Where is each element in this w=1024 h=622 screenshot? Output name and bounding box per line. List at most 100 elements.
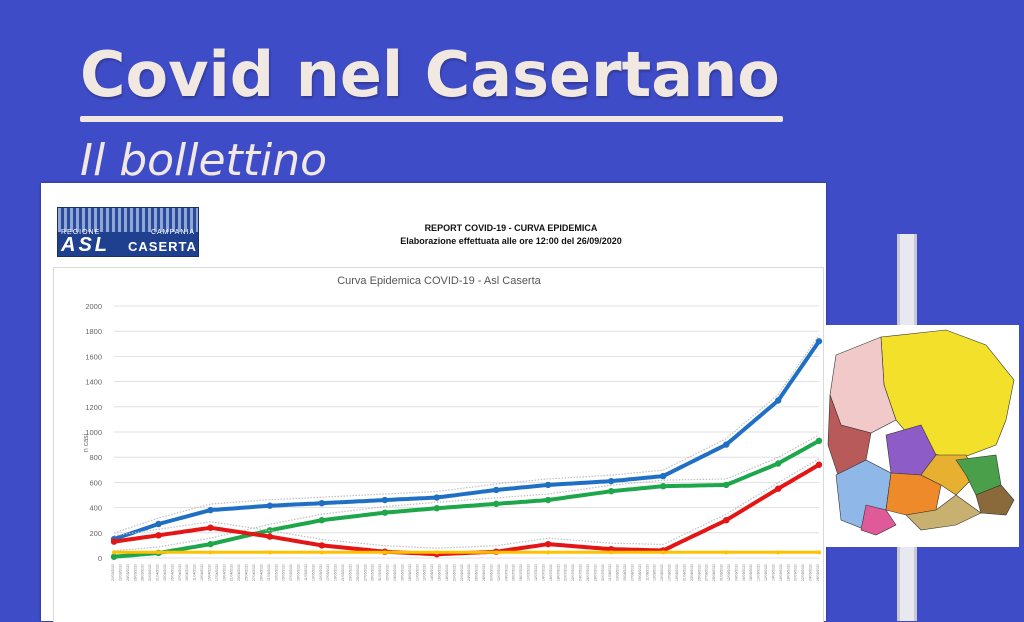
x-tick-label: 06/09/2020	[742, 564, 746, 581]
x-tick-label: 22/09/2020	[801, 564, 805, 581]
y-tick-label: 400	[89, 504, 102, 513]
y-tick-label: 1000	[85, 428, 102, 437]
series-2-point	[207, 524, 214, 531]
series-2-point	[815, 461, 823, 468]
x-tick-label: 27/04/2020	[252, 564, 256, 581]
series-3-point	[817, 550, 821, 555]
x-tick-label: 09/08/2020	[638, 564, 642, 581]
x-tick-label: 12/06/2020	[423, 564, 427, 581]
x-tick-label: 22/03/2020	[118, 564, 122, 581]
x-tick-label: 22/07/2020	[571, 564, 575, 581]
series-3-point	[776, 550, 781, 555]
series-3-point	[724, 550, 729, 555]
x-tick-label: 10/06/2020	[415, 564, 419, 581]
y-tick-label: 600	[89, 478, 102, 487]
x-tick-label: 23/04/2020	[237, 564, 241, 581]
series-1-point	[110, 553, 118, 560]
series-2-point	[544, 540, 552, 548]
series-3-point	[661, 550, 666, 555]
series-0-point	[774, 397, 782, 404]
x-tick-label: 24/06/2020	[467, 564, 471, 581]
headline-underline	[80, 116, 783, 122]
series-2-point	[318, 542, 325, 549]
series-1-point	[659, 482, 667, 490]
x-tick-label: 08/07/2020	[519, 564, 523, 581]
x-tick-label: 05/08/2020	[623, 564, 627, 581]
y-tick-label: 1400	[85, 378, 102, 387]
x-tick-label: 08/06/2020	[408, 564, 412, 581]
caserta-province-map	[826, 325, 1019, 547]
series-3-point	[546, 550, 551, 555]
x-tick-label: 17/04/2020	[215, 564, 219, 581]
x-tick-label: 30/06/2020	[489, 564, 493, 581]
series-2-point	[608, 545, 615, 553]
x-tick-label: 14/07/2020	[541, 564, 545, 581]
x-tick-label: 04/06/2020	[393, 564, 397, 581]
y-tick-label: 2000	[85, 302, 102, 311]
x-tick-label: 26/03/2020	[133, 564, 137, 581]
x-tick-label: 25/04/2020	[245, 564, 249, 581]
logo-regione-text: REGIONE	[61, 229, 101, 236]
series-3-point	[434, 550, 439, 555]
x-tick-label: 02/09/2020	[727, 564, 731, 581]
x-tick-label: 25/05/2020	[356, 564, 360, 581]
logo-campania-text: CAMPANIA	[150, 229, 195, 236]
x-tick-label: 19/08/2020	[675, 564, 679, 581]
series-3-point	[112, 550, 116, 555]
series-1-point	[492, 500, 500, 508]
x-tick-label: 03/08/2020	[616, 564, 620, 581]
x-axis-ticks: 20/03/2020 22/03/2020 24/03/2020 26/03/2020…	[111, 564, 820, 581]
x-tick-label: 28/03/2020	[141, 564, 145, 581]
x-tick-label: 30/07/2020	[601, 564, 605, 581]
x-tick-label: 11/08/2020	[645, 564, 649, 581]
x-tick-label: 03/04/2020	[163, 564, 167, 581]
chart-title: Curva Epidemica COVID-19 - Asl Caserta	[337, 275, 541, 287]
series-1	[110, 434, 823, 560]
x-tick-label: 20/09/2020	[794, 564, 798, 581]
series-0-point	[266, 502, 274, 509]
series-3	[112, 550, 821, 555]
epidemic-curve-chart: 0 200 400 600 800 1000 1200 1400 1600 1800 2000 20…	[83, 275, 823, 581]
report-title: REPORT COVID-19 - CURVA EPIDEMICA	[424, 223, 598, 233]
series-2-point	[110, 538, 118, 545]
x-tick-label: 28/06/2020	[482, 564, 486, 581]
x-tick-label: 09/04/2020	[185, 564, 189, 581]
report-sheet: REGIONE CAMPANIA ASL CASERTA REPORT COVI…	[41, 183, 826, 622]
x-tick-label: 27/08/2020	[705, 564, 709, 581]
series-1-point	[723, 481, 730, 489]
x-tick-label: 06/07/2020	[512, 564, 516, 581]
x-tick-label: 20/06/2020	[452, 564, 456, 581]
x-tick-label: 24/03/2020	[126, 564, 130, 581]
report-subtitle: Elaborazione effettuata alle ore 12:00 d…	[400, 236, 622, 246]
x-tick-label: 11/05/2020	[304, 564, 308, 581]
x-tick-label: 29/04/2020	[259, 564, 263, 581]
y-axis-label: n casi	[83, 433, 90, 452]
series-3-point	[319, 550, 324, 555]
x-tick-label: 31/08/2020	[720, 564, 724, 581]
series-3-point	[494, 550, 499, 555]
x-tick-label: 24/07/2020	[579, 564, 583, 581]
series-3-point	[609, 550, 614, 555]
x-tick-label: 19/05/2020	[334, 564, 338, 581]
x-tick-label: 31/05/2020	[378, 564, 382, 581]
series-0-point	[318, 499, 325, 507]
x-tick-label: 15/05/2020	[319, 564, 323, 581]
x-tick-label: 13/04/2020	[200, 564, 204, 581]
series-0-point	[207, 506, 214, 514]
logo-asl-text: ASL	[61, 234, 110, 256]
x-tick-label: 07/05/2020	[289, 564, 293, 581]
x-tick-label: 11/04/2020	[193, 564, 197, 581]
x-tick-label: 15/04/2020	[207, 564, 211, 581]
x-tick-label: 16/07/2020	[549, 564, 553, 581]
x-tick-label: 15/08/2020	[660, 564, 664, 581]
x-tick-label: 23/08/2020	[690, 564, 694, 581]
x-tick-label: 06/06/2020	[400, 564, 404, 581]
series-3-point	[156, 550, 161, 555]
series-1-point	[608, 488, 615, 495]
x-tick-label: 30/03/2020	[148, 564, 152, 581]
x-tick-label: 03/05/2020	[274, 564, 278, 581]
x-tick-label: 29/08/2020	[712, 564, 716, 581]
x-tick-label: 02/06/2020	[386, 564, 390, 581]
x-tick-label: 14/06/2020	[430, 564, 434, 581]
y-tick-label: 1200	[85, 403, 102, 412]
